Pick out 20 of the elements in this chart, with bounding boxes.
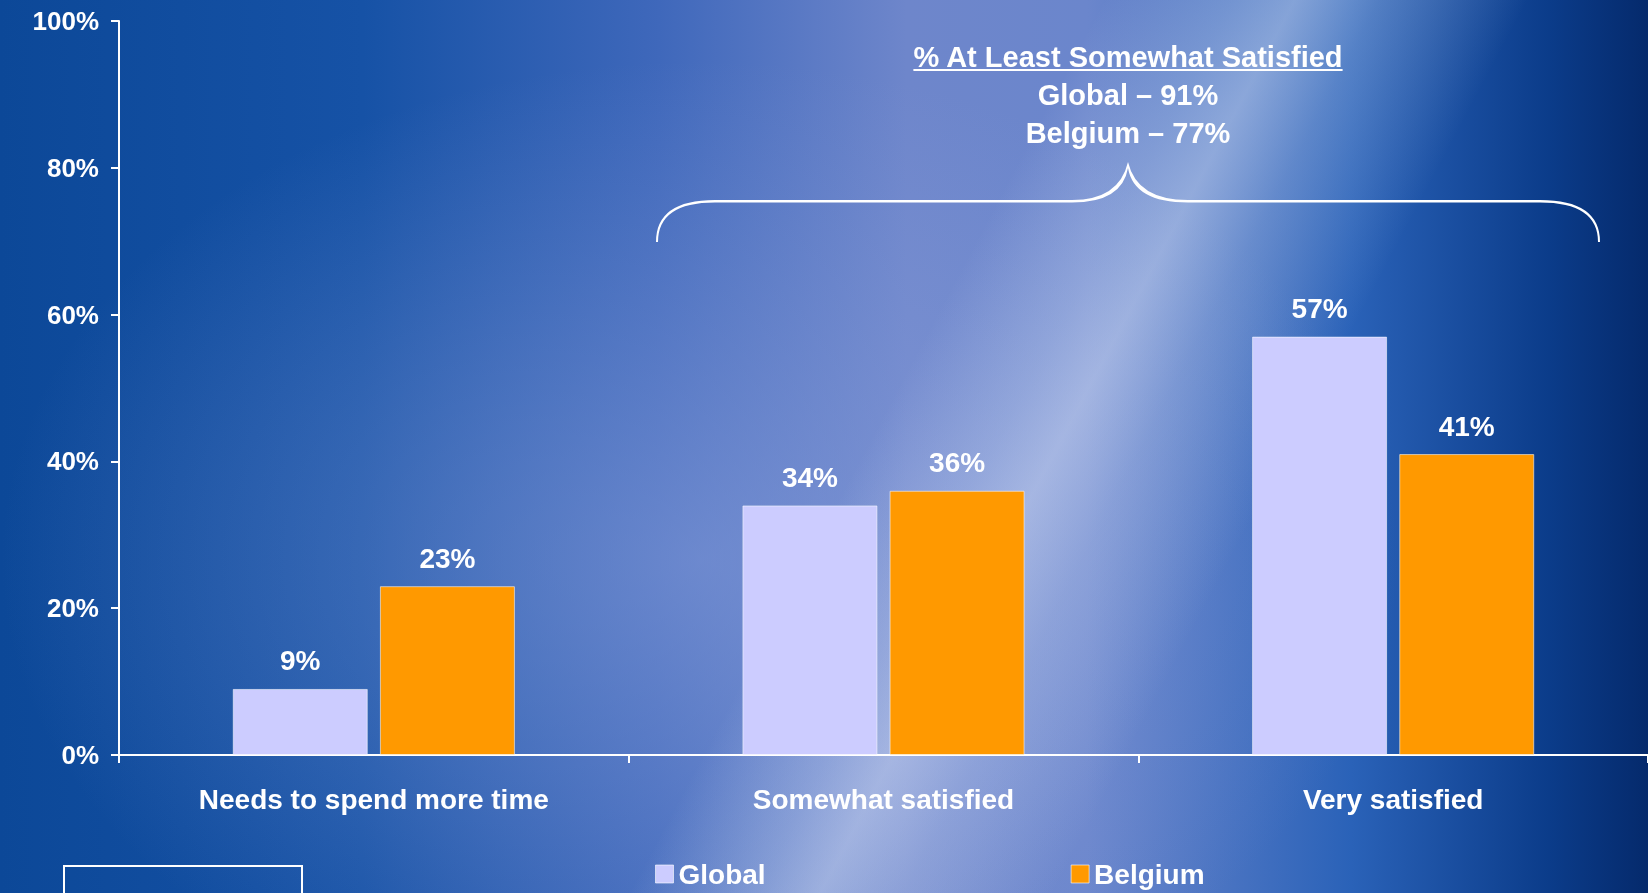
y-tick-label: 80% <box>46 152 99 183</box>
y-tick-label: 0% <box>61 740 99 770</box>
y-tick-label: 100% <box>32 6 99 36</box>
data-label: 23% <box>419 542 476 574</box>
legend-label: Belgium <box>1094 858 1205 890</box>
data-label: 36% <box>929 447 986 479</box>
annotation: % At Least Somewhat Satisfied <box>912 40 1344 75</box>
legend-label: Global <box>678 858 766 890</box>
annotation: Belgium – 77% <box>1024 116 1232 151</box>
annotation: Global – 91% <box>1036 78 1220 113</box>
y-tick-label: 40% <box>46 446 99 477</box>
y-tick-label: 60% <box>46 299 99 330</box>
x-tick-label: Very satisfied <box>1302 783 1484 815</box>
x-tick-label: Needs to spend more time <box>198 783 549 815</box>
data-label: 57% <box>1291 293 1348 325</box>
data-label: 9% <box>280 645 321 677</box>
data-label: 41% <box>1438 410 1495 442</box>
data-label: 34% <box>781 461 839 493</box>
x-tick-label: Somewhat satisfied <box>752 783 1015 815</box>
y-tick-label: 20% <box>46 593 99 624</box>
